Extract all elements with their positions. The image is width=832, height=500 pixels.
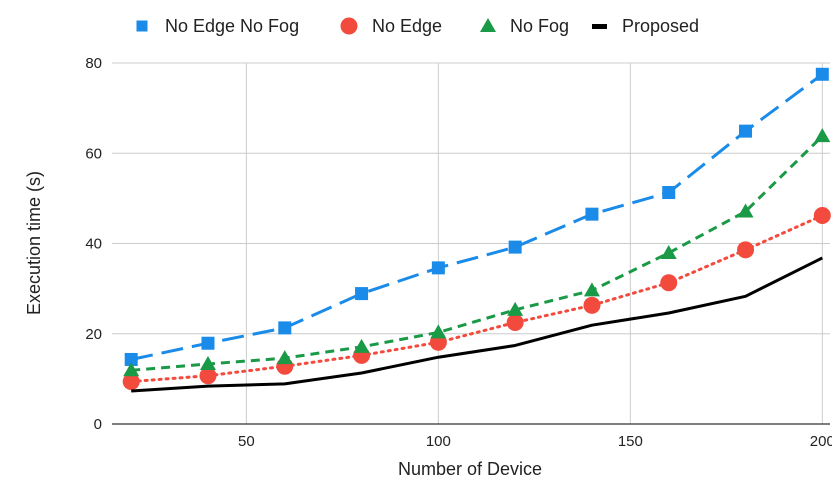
- data-point: [507, 301, 524, 316]
- data-point: [278, 321, 292, 335]
- legend-swatch: [480, 18, 496, 32]
- series-line: [130, 73, 824, 361]
- legend-swatch: [592, 24, 607, 29]
- data-point: [660, 244, 677, 259]
- data-point: [122, 373, 140, 391]
- data-point: [739, 124, 753, 138]
- y-tick-label: 0: [94, 416, 102, 433]
- y-axis-title: Execution time (s): [24, 171, 44, 315]
- y-tick-label: 80: [85, 55, 102, 72]
- data-point: [124, 352, 138, 366]
- data-point: [199, 355, 216, 370]
- legend-item-0: No Edge No Fog: [136, 16, 299, 36]
- data-point: [431, 261, 445, 275]
- legend-label: No Edge No Fog: [165, 16, 299, 36]
- legend-item-3: Proposed: [592, 16, 699, 36]
- data-point: [508, 240, 522, 254]
- data-point: [199, 367, 217, 385]
- data-point: [430, 324, 447, 339]
- data-point: [814, 128, 831, 143]
- data-point: [737, 203, 754, 218]
- x-tick-label: 200: [810, 433, 832, 450]
- legend-label: No Fog: [510, 16, 569, 36]
- x-tick-label: 100: [426, 433, 451, 450]
- series-0: [124, 67, 829, 366]
- data-point: [123, 362, 140, 377]
- legend-swatch: [340, 17, 358, 35]
- data-point: [201, 336, 215, 350]
- data-point: [506, 313, 524, 331]
- axes: 0 20 40 60 80 50 100 150 200: [85, 55, 832, 450]
- data-point: [737, 241, 755, 259]
- legend-label: Proposed: [622, 16, 699, 36]
- data-point: [815, 67, 829, 81]
- y-tick-label: 40: [85, 236, 102, 253]
- legend: No Edge No Fog No Edge No Fog Proposed: [136, 16, 699, 36]
- x-tick-label: 150: [618, 433, 643, 450]
- series-line: [131, 256, 823, 393]
- data-point: [585, 207, 599, 221]
- grid: [112, 62, 830, 424]
- data-point: [660, 274, 678, 292]
- legend-label: No Edge: [372, 16, 442, 36]
- series-3: [131, 256, 823, 393]
- data-point: [355, 287, 369, 301]
- series-group: [122, 67, 831, 393]
- x-axis-title: Number of Device: [398, 459, 542, 479]
- legend-swatch: [136, 20, 148, 32]
- y-tick-label: 60: [85, 145, 102, 162]
- data-point: [583, 282, 600, 297]
- data-point: [583, 296, 601, 314]
- data-point: [813, 207, 831, 225]
- data-point: [353, 338, 370, 353]
- series-line: [131, 135, 824, 372]
- series-line: [129, 214, 824, 384]
- legend-item-2: No Fog: [480, 16, 569, 36]
- series-2: [123, 128, 831, 377]
- legend-item-1: No Edge: [340, 16, 442, 36]
- data-point: [276, 350, 293, 365]
- data-point: [662, 186, 676, 200]
- y-tick-label: 20: [85, 326, 102, 343]
- x-tick-label: 50: [238, 433, 255, 450]
